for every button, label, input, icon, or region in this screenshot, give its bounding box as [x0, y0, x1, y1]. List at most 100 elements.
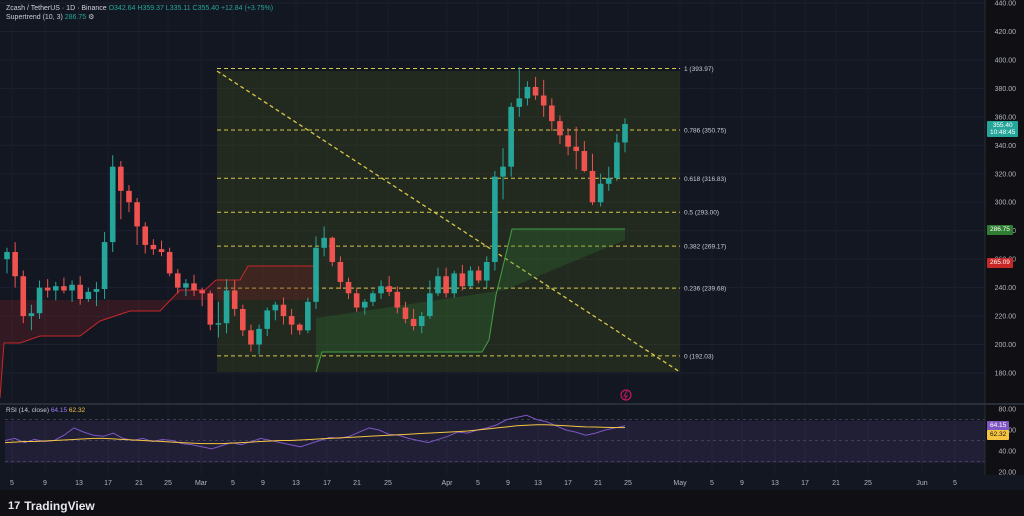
time-tick-label: 9: [43, 480, 47, 487]
time-tick-label: 5: [10, 480, 14, 487]
rsi-line: [4, 414, 626, 450]
rsi-tick-label: 40.00: [998, 449, 1016, 456]
candle-body: [418, 316, 425, 327]
time-tick-label: 5: [710, 480, 714, 487]
candle-body: [118, 166, 124, 191]
candle-body: [69, 284, 75, 291]
fib-level-label: 0.786 (350.75): [684, 128, 726, 135]
time-tick-label: Jun: [916, 480, 927, 487]
candle-body: [573, 146, 580, 151]
ohlc-values: O342.64 H359.37 L335.11 C355.40 +12.84 (…: [108, 5, 274, 12]
price-tick-label: 380.00: [995, 86, 1017, 93]
candle-body: [61, 286, 67, 291]
candle-body: [370, 293, 376, 302]
time-axis[interactable]: 5 9 13 17 21 25 Mar 5 9 13 17 21 25 Apr 5 9 13 17 21 25 May 5…: [10, 480, 957, 487]
time-tick-label: 21: [135, 480, 143, 487]
time-tick-label: 5: [953, 480, 957, 487]
candle-body: [296, 324, 303, 331]
candle-body: [240, 308, 246, 331]
candle-body: [614, 142, 620, 179]
current-price: 355.40: [992, 122, 1013, 129]
gear-icon[interactable]: ⚙: [88, 14, 95, 21]
candles: [4, 67, 628, 355]
time-tick-label: 17: [104, 480, 112, 487]
fib-level-label: 0.382 (269.17): [684, 244, 726, 251]
candle-body: [394, 291, 401, 308]
lightning-icon[interactable]: [620, 389, 632, 401]
candle-body: [500, 166, 506, 177]
candle-body: [207, 293, 214, 325]
candle-body: [272, 304, 279, 311]
candle-body: [36, 287, 43, 314]
time-tick-label: 21: [353, 480, 361, 487]
fib-retracement[interactable]: 1 (393.97) 0.786 (350.75) 0.618 (316.83) 0.…: [217, 66, 726, 360]
candle-body: [378, 286, 384, 294]
candle-body: [264, 310, 271, 329]
time-tick-label: 13: [771, 480, 779, 487]
candle-body: [622, 123, 628, 143]
brand-name: TradingView: [24, 499, 95, 513]
supertrend-badge: 286.75: [987, 225, 1013, 235]
time-tick-label: 17: [801, 480, 809, 487]
rsi-legend: RSI (14, close) 64.15 62.32: [6, 407, 85, 414]
price-tick-label: 420.00: [995, 29, 1017, 36]
indicator-value: 286.75: [64, 14, 87, 21]
rsi-pane: [4, 414, 985, 462]
time-tick-label: 9: [261, 480, 265, 487]
supertrend-up-line: [315, 228, 625, 373]
candle-body: [483, 262, 490, 281]
candle-body: [435, 276, 441, 294]
price-tick-label: 440.00: [995, 1, 1017, 8]
candle-body: [191, 283, 197, 291]
time-tick-label: 17: [323, 480, 331, 487]
candle-body: [231, 290, 238, 309]
rsi-tick-label: 80.00: [998, 407, 1016, 414]
candle-body: [524, 86, 531, 99]
candle-body: [142, 226, 149, 245]
rsi-ma-value: 62.32: [68, 407, 86, 414]
countdown-timer: 10:48:45: [990, 129, 1016, 136]
candle-body: [12, 252, 18, 277]
candle-body: [288, 316, 295, 325]
time-tick-label: Apr: [442, 480, 454, 487]
candle-body: [280, 304, 287, 317]
candle-body: [321, 237, 327, 248]
candle-body: [199, 290, 205, 294]
time-tick-label: 13: [75, 480, 83, 487]
candle-body: [174, 273, 181, 288]
candle-body: [85, 291, 92, 299]
price-tick-label: 300.00: [995, 200, 1017, 207]
time-tick-label: 5: [231, 480, 235, 487]
candle-body: [467, 270, 474, 287]
candle-body: [28, 313, 35, 317]
symbol-label[interactable]: Zcash / TetherUS · 1D · Binance: [6, 5, 107, 12]
candle-body: [532, 86, 539, 96]
candle-body: [459, 273, 466, 287]
candle-body: [101, 242, 108, 290]
price-tick-label: 320.00: [995, 171, 1017, 178]
candle-body: [508, 106, 514, 167]
candle-body: [77, 284, 83, 299]
candle-body: [305, 301, 311, 331]
time-tick-label: 9: [506, 480, 510, 487]
time-tick-label: 13: [534, 480, 542, 487]
time-tick-label: 5: [476, 480, 480, 487]
fib-level-label: 0 (192.03): [684, 353, 714, 360]
candle-body: [215, 323, 222, 325]
candle-body: [402, 307, 409, 319]
candle-body: [475, 270, 482, 281]
time-tick-label: 25: [164, 480, 172, 487]
candle-body: [353, 293, 360, 308]
candle-body: [451, 273, 458, 294]
rsi-ma-line: [4, 424, 626, 445]
indicator-label[interactable]: Supertrend (10, 3): [6, 14, 63, 21]
tradingview-brand[interactable]: 17 TradingView: [8, 499, 95, 513]
price-tick-label: 180.00: [995, 371, 1017, 378]
price-axis[interactable]: 440.00 420.00 400.00 380.00 360.00 340.00 320.…: [995, 1, 1017, 378]
rsi-label[interactable]: RSI (14, close): [6, 407, 49, 414]
time-tick-label: Mar: [195, 480, 208, 487]
price-tick-label: 340.00: [995, 143, 1017, 150]
fib-trendline[interactable]: [216, 70, 681, 373]
candle-body: [313, 247, 319, 302]
current-price-badge: 355.40 10:48:45: [987, 121, 1019, 137]
